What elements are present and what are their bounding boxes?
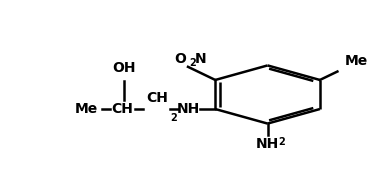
Text: CH: CH — [111, 102, 133, 116]
Text: Me: Me — [345, 54, 368, 68]
Text: NH: NH — [256, 137, 279, 151]
Text: NH: NH — [176, 102, 200, 116]
Text: OH: OH — [112, 61, 135, 75]
Text: 2: 2 — [278, 137, 285, 147]
Text: CH: CH — [147, 91, 169, 105]
Text: O: O — [174, 52, 186, 66]
Text: 2: 2 — [170, 113, 177, 123]
Text: Me: Me — [75, 102, 99, 116]
Text: N: N — [195, 52, 207, 66]
Text: 2: 2 — [189, 58, 196, 68]
